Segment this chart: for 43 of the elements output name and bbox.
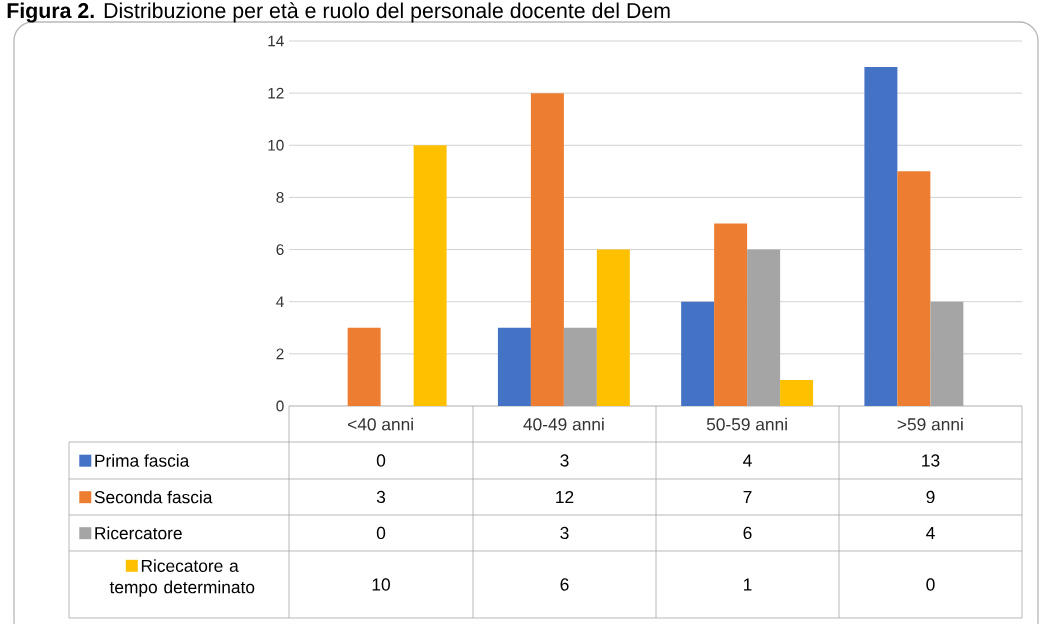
y-tick-label: 12 (268, 87, 284, 99)
data-label: 3 (376, 490, 386, 504)
y-tick-label: 2 (276, 348, 284, 360)
y-tick-label: 8 (276, 191, 284, 203)
x-tick-label: 50-59 anni (706, 417, 787, 431)
y-tick-label: 10 (268, 139, 284, 151)
x-tick-label: >59 anni (897, 417, 963, 431)
y-tick-label: 0 (276, 400, 284, 412)
data-label: 9 (926, 490, 935, 504)
y-tick-label: 14 (268, 35, 284, 47)
data-label: 10 (372, 578, 390, 591)
data-label: 3 (560, 454, 569, 467)
bar (681, 301, 715, 406)
data-label: 13 (922, 454, 940, 467)
data-label: 6 (560, 578, 569, 591)
legend-label: Prima fascia (95, 454, 190, 467)
data-label: 0 (926, 578, 935, 591)
bar (413, 145, 447, 406)
data-label: 3 (560, 526, 569, 540)
bar (780, 379, 814, 406)
bar (714, 223, 748, 406)
y-tick-label: 4 (276, 296, 284, 307)
bar (897, 171, 931, 406)
bar (596, 249, 630, 406)
chart-title: Figura 2. Distribuzione per età e ruolo del personale docente del Dem (7, 2, 670, 23)
bar (347, 327, 381, 406)
legend-label: Seconda fascia (94, 490, 213, 504)
bar (864, 67, 898, 406)
data-label: 0 (376, 454, 386, 467)
data-label: 4 (743, 454, 752, 467)
data-label: 7 (743, 491, 752, 503)
data-label: 6 (743, 526, 752, 540)
data-label: 0 (376, 526, 386, 540)
data-label: 1 (743, 578, 752, 591)
bar (497, 327, 531, 406)
legend-label: Ricercatore (95, 526, 182, 540)
y-tick-label: 6 (276, 244, 284, 255)
data-label: 12 (556, 490, 574, 504)
data-label: 4 (926, 527, 935, 539)
bar (530, 93, 564, 406)
x-tick-label: <40 anni (348, 417, 413, 431)
legend-label: Ricecatore a tempo determinato (109, 559, 255, 597)
x-tick-label: 40-49 anni (523, 417, 604, 431)
